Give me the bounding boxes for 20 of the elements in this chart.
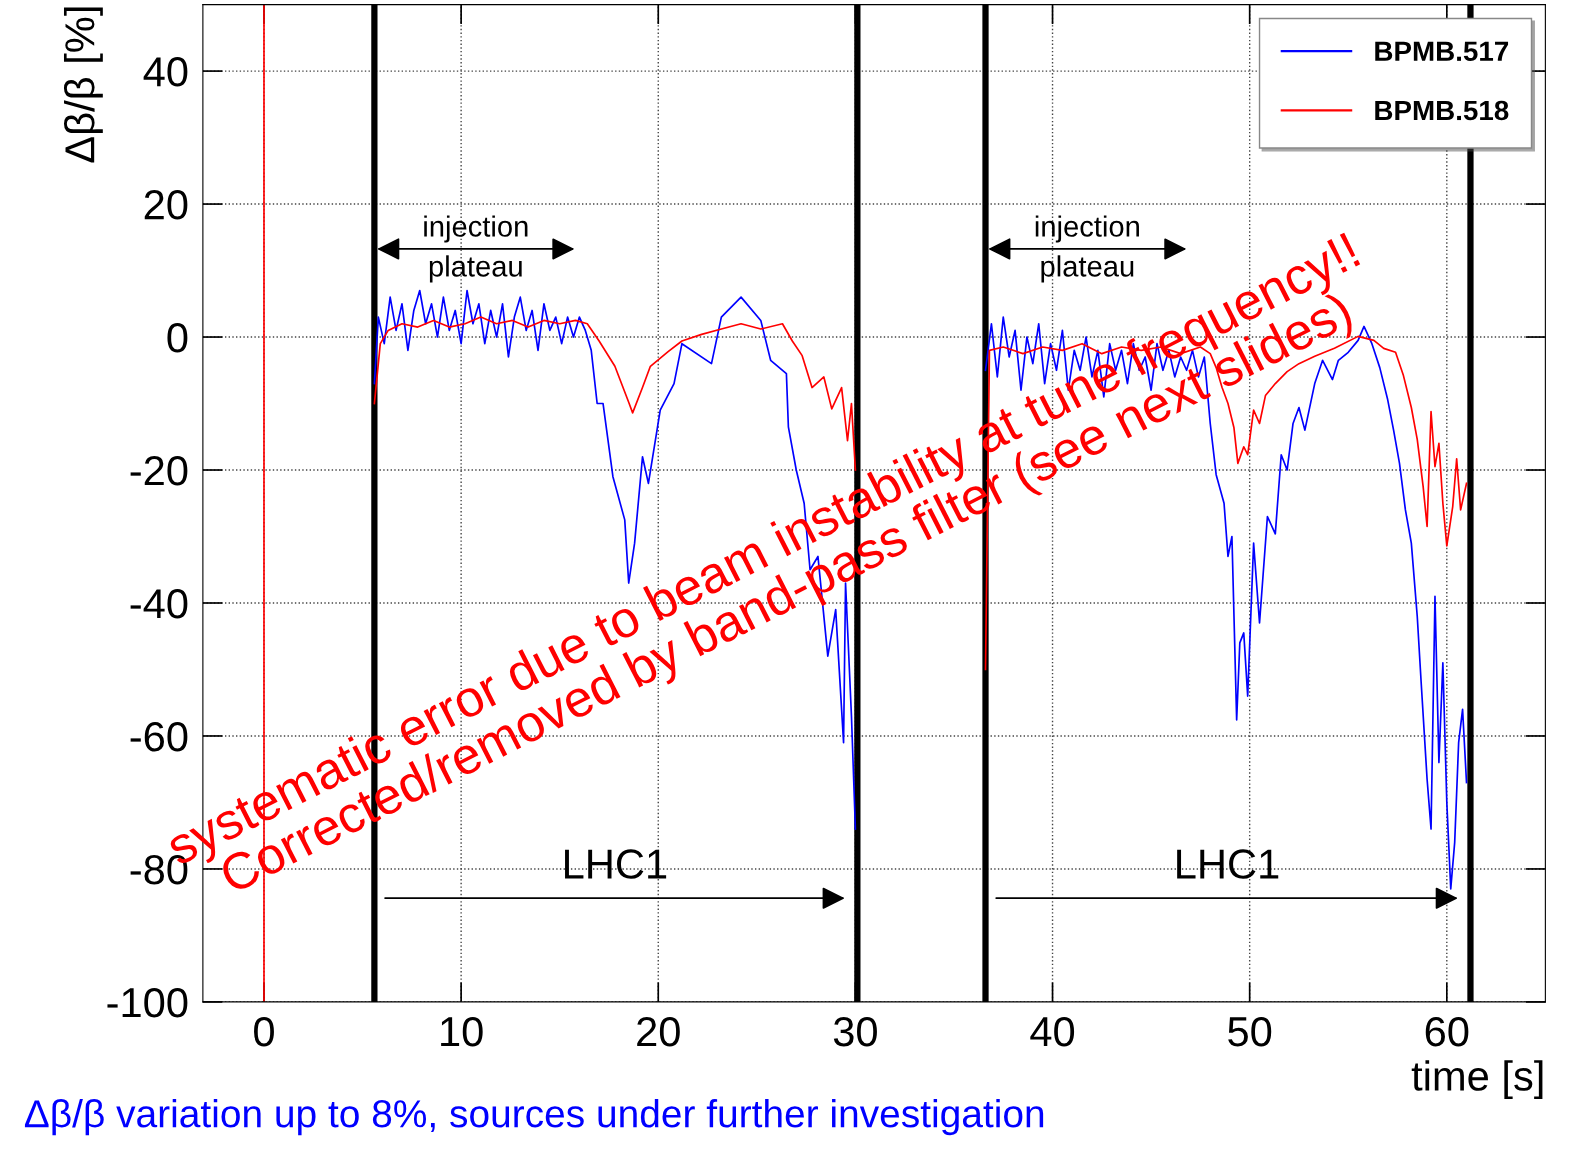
y-tick-label: -40 (130, 589, 188, 619)
x-tick-label: 50 (1228, 1016, 1272, 1047)
x-tick-label: 20 (637, 1016, 680, 1047)
annotation: injection plateau (424, 215, 528, 283)
y-tick-label: -100 (107, 987, 188, 1018)
x-tick-label: 10 (441, 1016, 483, 1047)
annotation: LHC1 (1177, 849, 1279, 879)
x-axis-title: time [s] (1411, 1060, 1543, 1100)
x-tick-label: 0 (254, 1016, 274, 1047)
x-tick-label: 60 (1425, 1016, 1469, 1047)
legend-label: BPMB.517 (1375, 41, 1509, 62)
legend-label: BPMB.518 (1375, 100, 1509, 121)
y-tick-label: 0 (167, 323, 188, 353)
x-tick-label: 30 (833, 1016, 877, 1047)
text: Δβ/β variation up to 8%, sources under further investigation (24, 1098, 1044, 1136)
y-axis-title: Δβ/β [%] (63, 7, 103, 163)
y-tick-label: 20 (144, 190, 188, 220)
y-tick-label: 40 (143, 57, 188, 87)
y-tick-label: -20 (130, 456, 188, 486)
x-tick-label: 40 (1030, 1016, 1075, 1047)
